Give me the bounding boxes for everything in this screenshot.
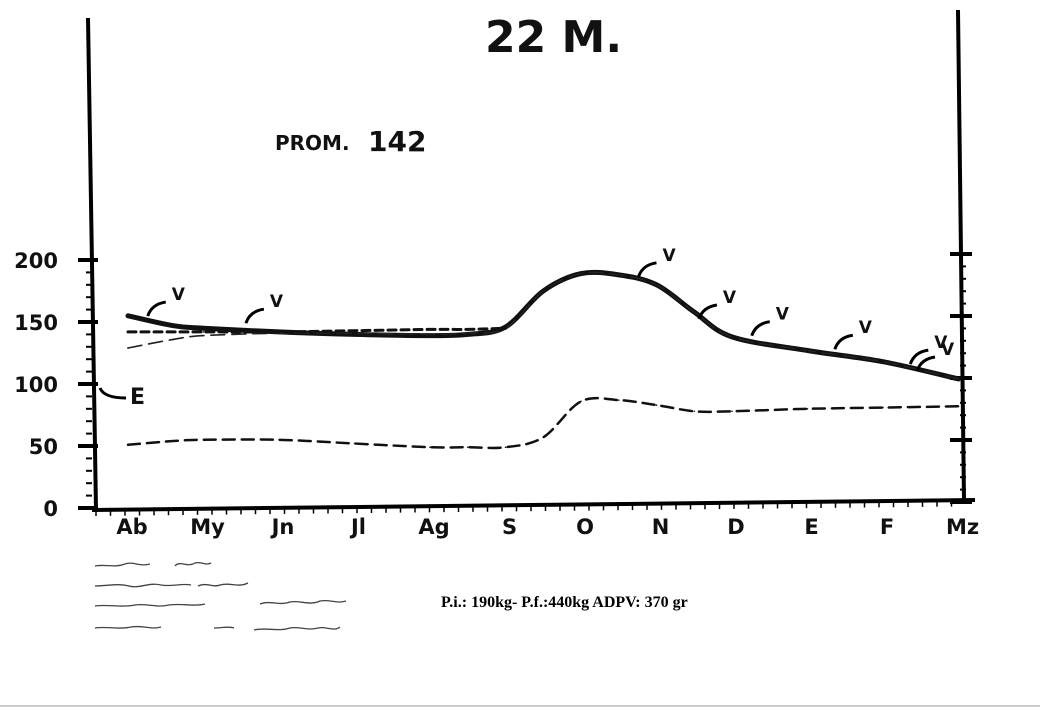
x-tick-label: My (190, 515, 225, 539)
v-marker-arrow (908, 348, 929, 365)
data-point (617, 399, 620, 401)
x-tick-label: O (576, 515, 594, 539)
series-line-0 (125, 269, 961, 382)
y-tick-label: 100 (14, 373, 58, 397)
v-marker-label: V (859, 318, 873, 338)
v-marker-label: V (776, 305, 790, 325)
data-point (429, 328, 431, 331)
data-point (806, 408, 809, 410)
left-axis (86, 17, 98, 511)
data-point (466, 328, 469, 331)
data-point (353, 442, 356, 445)
data-point (693, 311, 696, 313)
peak-annotation: 22 M. (485, 12, 622, 63)
data-point (504, 446, 507, 449)
x-tick-label: Ag (418, 515, 449, 539)
y-tick-label: 150 (14, 311, 58, 335)
data-point (127, 331, 129, 333)
x-tick-label: S (502, 515, 517, 539)
data-point (429, 334, 431, 337)
v-marker-arrow (915, 355, 936, 372)
data-point (693, 410, 696, 413)
e-marker-arrow (98, 387, 127, 400)
data-point (504, 327, 507, 330)
v-marker-arrow (637, 261, 657, 278)
data-point (127, 315, 129, 317)
y-tick-label: 200 (14, 249, 58, 273)
x-tick-labels: Ab My Jn Jl Ag S O N D E F Mz (116, 515, 979, 539)
series-line-2 (126, 326, 507, 334)
v-marker-arrow (146, 300, 167, 317)
data-point (172, 324, 175, 327)
v-marker-label: V (941, 340, 955, 360)
series-line-3 (126, 396, 960, 450)
data-point (580, 400, 582, 403)
x-tick-label: F (880, 515, 894, 539)
prom-value: 142 (368, 125, 426, 158)
v-marker-label: V (270, 292, 284, 312)
data-point (466, 332, 469, 334)
data-point (957, 405, 960, 408)
prom-label: PROM. (275, 131, 350, 155)
data-point (172, 338, 175, 341)
data-point (429, 333, 431, 336)
data-point (580, 272, 582, 275)
data-point (731, 336, 733, 338)
data-point (731, 410, 733, 413)
data-point (202, 331, 205, 333)
data-point (882, 360, 884, 363)
x-tick-label: D (727, 515, 744, 539)
y-tick-label: 0 (43, 497, 58, 521)
data-point (542, 290, 545, 292)
data-point (172, 331, 175, 333)
v-marker-arrow (697, 303, 718, 320)
data-point (542, 436, 545, 439)
x-tick-label: E (804, 515, 818, 539)
e-marker-label: E (130, 385, 145, 410)
data-point (882, 406, 884, 409)
axes (86, 9, 976, 512)
data-point (278, 439, 280, 441)
y-tick-label: 50 (29, 435, 58, 459)
data-point (353, 333, 356, 336)
data-point (429, 446, 431, 449)
v-marker-arrow (750, 320, 771, 337)
y-tick-labels: 0 50 100 150 200 (14, 249, 58, 521)
v-marker-label: V (663, 246, 677, 266)
handwritten-notes (94, 561, 347, 631)
v-marker-arrow (244, 307, 265, 324)
x-tick-label: Mz (946, 515, 979, 539)
footer-caption: P.i.: 190kg- P.f.:440kg ADPV: 370 gr (441, 594, 688, 611)
x-axis (91, 498, 976, 512)
data-point (353, 329, 356, 332)
x-tick-label: Ab (116, 515, 147, 539)
data-point (202, 439, 205, 441)
v-marker-arrow (833, 333, 854, 350)
series-layer (125, 269, 961, 450)
data-point (466, 446, 469, 449)
v-marker-label: V (934, 333, 948, 353)
data-point (806, 349, 809, 352)
v-marker-label: V (723, 288, 737, 308)
v-marker-label: V (172, 285, 186, 305)
data-point (127, 347, 129, 349)
data-point (127, 443, 129, 446)
data-point (655, 284, 658, 286)
data-point (278, 331, 280, 333)
x-tick-label: Jn (270, 515, 295, 539)
data-point (172, 440, 175, 442)
x-tick-label: Jl (349, 515, 366, 539)
data-point (957, 378, 960, 380)
x-tick-label: N (652, 515, 670, 539)
minor-ticks (78, 252, 972, 516)
data-point (617, 274, 620, 276)
data-point (353, 332, 356, 334)
data-point (655, 404, 658, 406)
data-point (202, 327, 205, 330)
data-point (202, 334, 205, 337)
